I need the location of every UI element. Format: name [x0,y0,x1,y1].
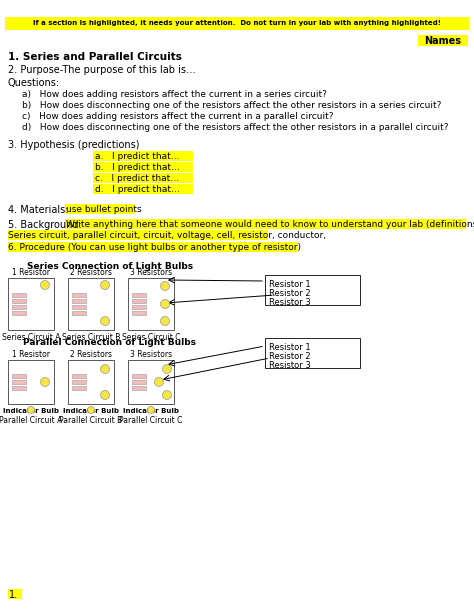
FancyBboxPatch shape [132,386,146,390]
Text: a)   How does adding resistors affect the current in a series circuit?: a) How does adding resistors affect the … [22,90,327,99]
Text: b.   I predict that…: b. I predict that… [95,163,180,172]
FancyBboxPatch shape [72,374,86,378]
FancyBboxPatch shape [12,311,26,315]
Bar [65,204,135,214]
Bar [93,151,193,161]
Text: 1 Resistor: 1 Resistor [12,350,50,359]
Bar [128,360,174,404]
Circle shape [27,406,35,414]
Bar [93,162,193,172]
Text: 3. Hypothesis (predictions): 3. Hypothesis (predictions) [8,140,139,150]
Bar [265,275,360,305]
Circle shape [163,365,172,373]
Text: c.   I predict that…: c. I predict that… [95,174,179,183]
FancyBboxPatch shape [12,380,26,384]
Text: Resistor 2: Resistor 2 [269,289,310,298]
FancyBboxPatch shape [72,386,86,390]
Text: d)   How does disconnecting one of the resistors affect the other resistors in a: d) How does disconnecting one of the res… [22,123,448,132]
Text: Indicator Bulb: Indicator Bulb [3,408,59,414]
FancyBboxPatch shape [72,380,86,384]
FancyBboxPatch shape [132,293,146,297]
Circle shape [163,390,172,400]
Text: Resistor 3: Resistor 3 [269,361,311,370]
Circle shape [40,378,49,387]
FancyBboxPatch shape [132,305,146,309]
Text: c)   How does adding resistors affect the current in a parallel circuit?: c) How does adding resistors affect the … [22,112,334,121]
Text: Parallel Circuit C: Parallel Circuit C [119,416,182,425]
Text: Parallel Connection of Light Bulbs: Parallel Connection of Light Bulbs [24,338,197,347]
Circle shape [161,281,170,291]
Text: Series Circuit C: Series Circuit C [122,333,180,342]
FancyBboxPatch shape [12,293,26,297]
FancyBboxPatch shape [12,374,26,378]
Circle shape [40,281,49,289]
FancyBboxPatch shape [72,299,86,303]
Bar [93,173,193,183]
Text: use bullet points: use bullet points [66,205,142,214]
FancyBboxPatch shape [132,299,146,303]
Text: Series Connection of Light Bulbs: Series Connection of Light Bulbs [27,262,193,271]
FancyBboxPatch shape [132,374,146,378]
Text: 4. Materials:: 4. Materials: [8,205,72,215]
Text: 2 Resistors: 2 Resistors [70,350,112,359]
Circle shape [155,378,164,387]
Text: d.   I predict that…: d. I predict that… [95,185,180,194]
Circle shape [100,390,109,400]
Text: Questions:: Questions: [8,78,60,88]
Circle shape [100,281,109,289]
Circle shape [88,406,94,414]
Text: Series Circuit B: Series Circuit B [62,333,120,342]
FancyBboxPatch shape [72,305,86,309]
Text: If a section is highlighted, it needs your attention.  Do not turn in your lab w: If a section is highlighted, it needs yo… [33,20,441,26]
Bar [93,184,193,194]
FancyBboxPatch shape [12,305,26,309]
Text: 5. Background:: 5. Background: [8,220,85,230]
Bar [128,278,174,330]
FancyBboxPatch shape [12,386,26,390]
Text: 2 Resistors: 2 Resistors [70,268,112,277]
Text: 1 Resistor: 1 Resistor [12,268,50,277]
Text: 1. Series and Parallel Circuits: 1. Series and Parallel Circuits [8,52,182,62]
Bar [8,278,54,330]
Text: Series circuit, parallel circuit, circuit, voltage, cell, resistor, conductor,: Series circuit, parallel circuit, circui… [8,231,326,240]
Text: b)   How does disconnecting one of the resistors affect the other resistors in a: b) How does disconnecting one of the res… [22,101,441,110]
Text: a.   I predict that…: a. I predict that… [95,152,180,161]
FancyBboxPatch shape [132,380,146,384]
Text: Indicator Bulb: Indicator Bulb [123,408,179,414]
FancyBboxPatch shape [132,311,146,315]
Text: Resistor 1: Resistor 1 [269,280,310,289]
FancyBboxPatch shape [12,299,26,303]
Bar [5,17,469,30]
Bar [418,35,468,46]
Bar [68,278,114,330]
Circle shape [100,365,109,373]
Text: 3 Resistors: 3 Resistors [130,268,172,277]
Bar [8,360,54,404]
Circle shape [161,300,170,308]
Text: 6. Procedure (You can use light bulbs or another type of resistor): 6. Procedure (You can use light bulbs or… [8,243,301,252]
Circle shape [147,406,155,414]
Text: Parallel Circuit A: Parallel Circuit A [0,416,63,425]
Text: Series Circuit A: Series Circuit A [2,333,60,342]
Text: Write anything here that someone would need to know to understand your lab (defi: Write anything here that someone would n… [66,220,474,229]
Bar [265,338,360,368]
Bar [8,230,268,240]
FancyBboxPatch shape [72,293,86,297]
Text: Resistor 3: Resistor 3 [269,298,311,307]
Circle shape [161,316,170,326]
Text: 1.: 1. [9,590,18,600]
Text: Names: Names [425,36,462,45]
Circle shape [100,316,109,326]
Text: Indicator Bulb: Indicator Bulb [63,408,119,414]
FancyBboxPatch shape [72,311,86,315]
Text: 2. Purpose-The purpose of this lab is…: 2. Purpose-The purpose of this lab is… [8,65,196,75]
Bar [8,589,22,599]
Text: Resistor 2: Resistor 2 [269,352,310,361]
Bar [68,360,114,404]
Text: 3 Resistors: 3 Resistors [130,350,172,359]
Text: Parallel Circuit B: Parallel Circuit B [59,416,123,425]
Bar [65,219,466,229]
Text: Resistor 1: Resistor 1 [269,343,310,352]
Bar [8,242,298,252]
